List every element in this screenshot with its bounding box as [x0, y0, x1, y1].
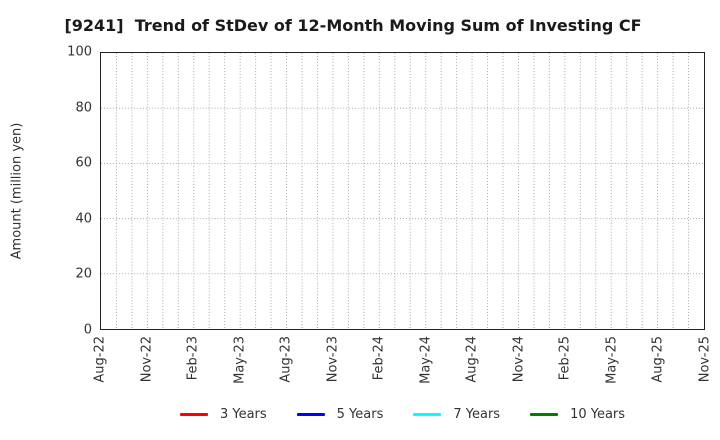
gridlines — [101, 53, 704, 329]
x-tick-label: Aug-25 — [650, 336, 666, 383]
x-tick-label: Nov-25 — [697, 336, 713, 383]
legend-item: 10 Years — [530, 407, 625, 422]
legend-item: 7 Years — [413, 407, 500, 422]
x-tick-label: Feb-24 — [371, 336, 387, 381]
y-tick-label: 80 — [75, 100, 92, 116]
legend-line-swatch — [179, 412, 208, 416]
y-tick-label: 100 — [67, 44, 92, 60]
x-tick-label: Nov-23 — [325, 336, 341, 383]
legend-item: 5 Years — [296, 406, 384, 422]
legend-item: 3 Years — [179, 406, 267, 422]
x-tick-label: Aug-24 — [464, 336, 480, 383]
x-tick-label: May-23 — [232, 336, 248, 384]
x-tick-label: Aug-23 — [278, 336, 294, 383]
legend-line-swatch — [413, 412, 442, 416]
y-tick-label: 0 — [83, 322, 92, 338]
x-tick-label: May-25 — [604, 336, 620, 384]
legend: 3 Years 5 Years 7 Years 10 Years — [100, 404, 705, 424]
plot-area — [100, 52, 705, 330]
legend-line-swatch — [296, 412, 325, 416]
y-tick-label: 20 — [75, 266, 92, 282]
legend-line-swatch — [530, 412, 559, 416]
x-tick-label: Feb-25 — [557, 336, 573, 381]
y-tick-label: 60 — [75, 155, 92, 171]
legend-label: 10 Years — [570, 406, 626, 422]
y-tick-label: 40 — [75, 211, 92, 227]
chart-title: [9241] Trend of StDev of 12-Month Moving… — [64, 16, 642, 35]
x-tick-label: Aug-22 — [92, 336, 108, 383]
x-tick-label: May-24 — [418, 336, 434, 384]
legend-label: 3 Years — [219, 406, 267, 422]
y-axis-label: Amount (million yen) — [9, 122, 25, 260]
x-tick-label: Nov-24 — [511, 336, 527, 383]
x-tick-label: Feb-23 — [185, 336, 201, 381]
legend-label: 5 Years — [336, 406, 384, 422]
legend-label: 7 Years — [453, 406, 501, 422]
x-tick-label: Nov-22 — [139, 336, 155, 383]
